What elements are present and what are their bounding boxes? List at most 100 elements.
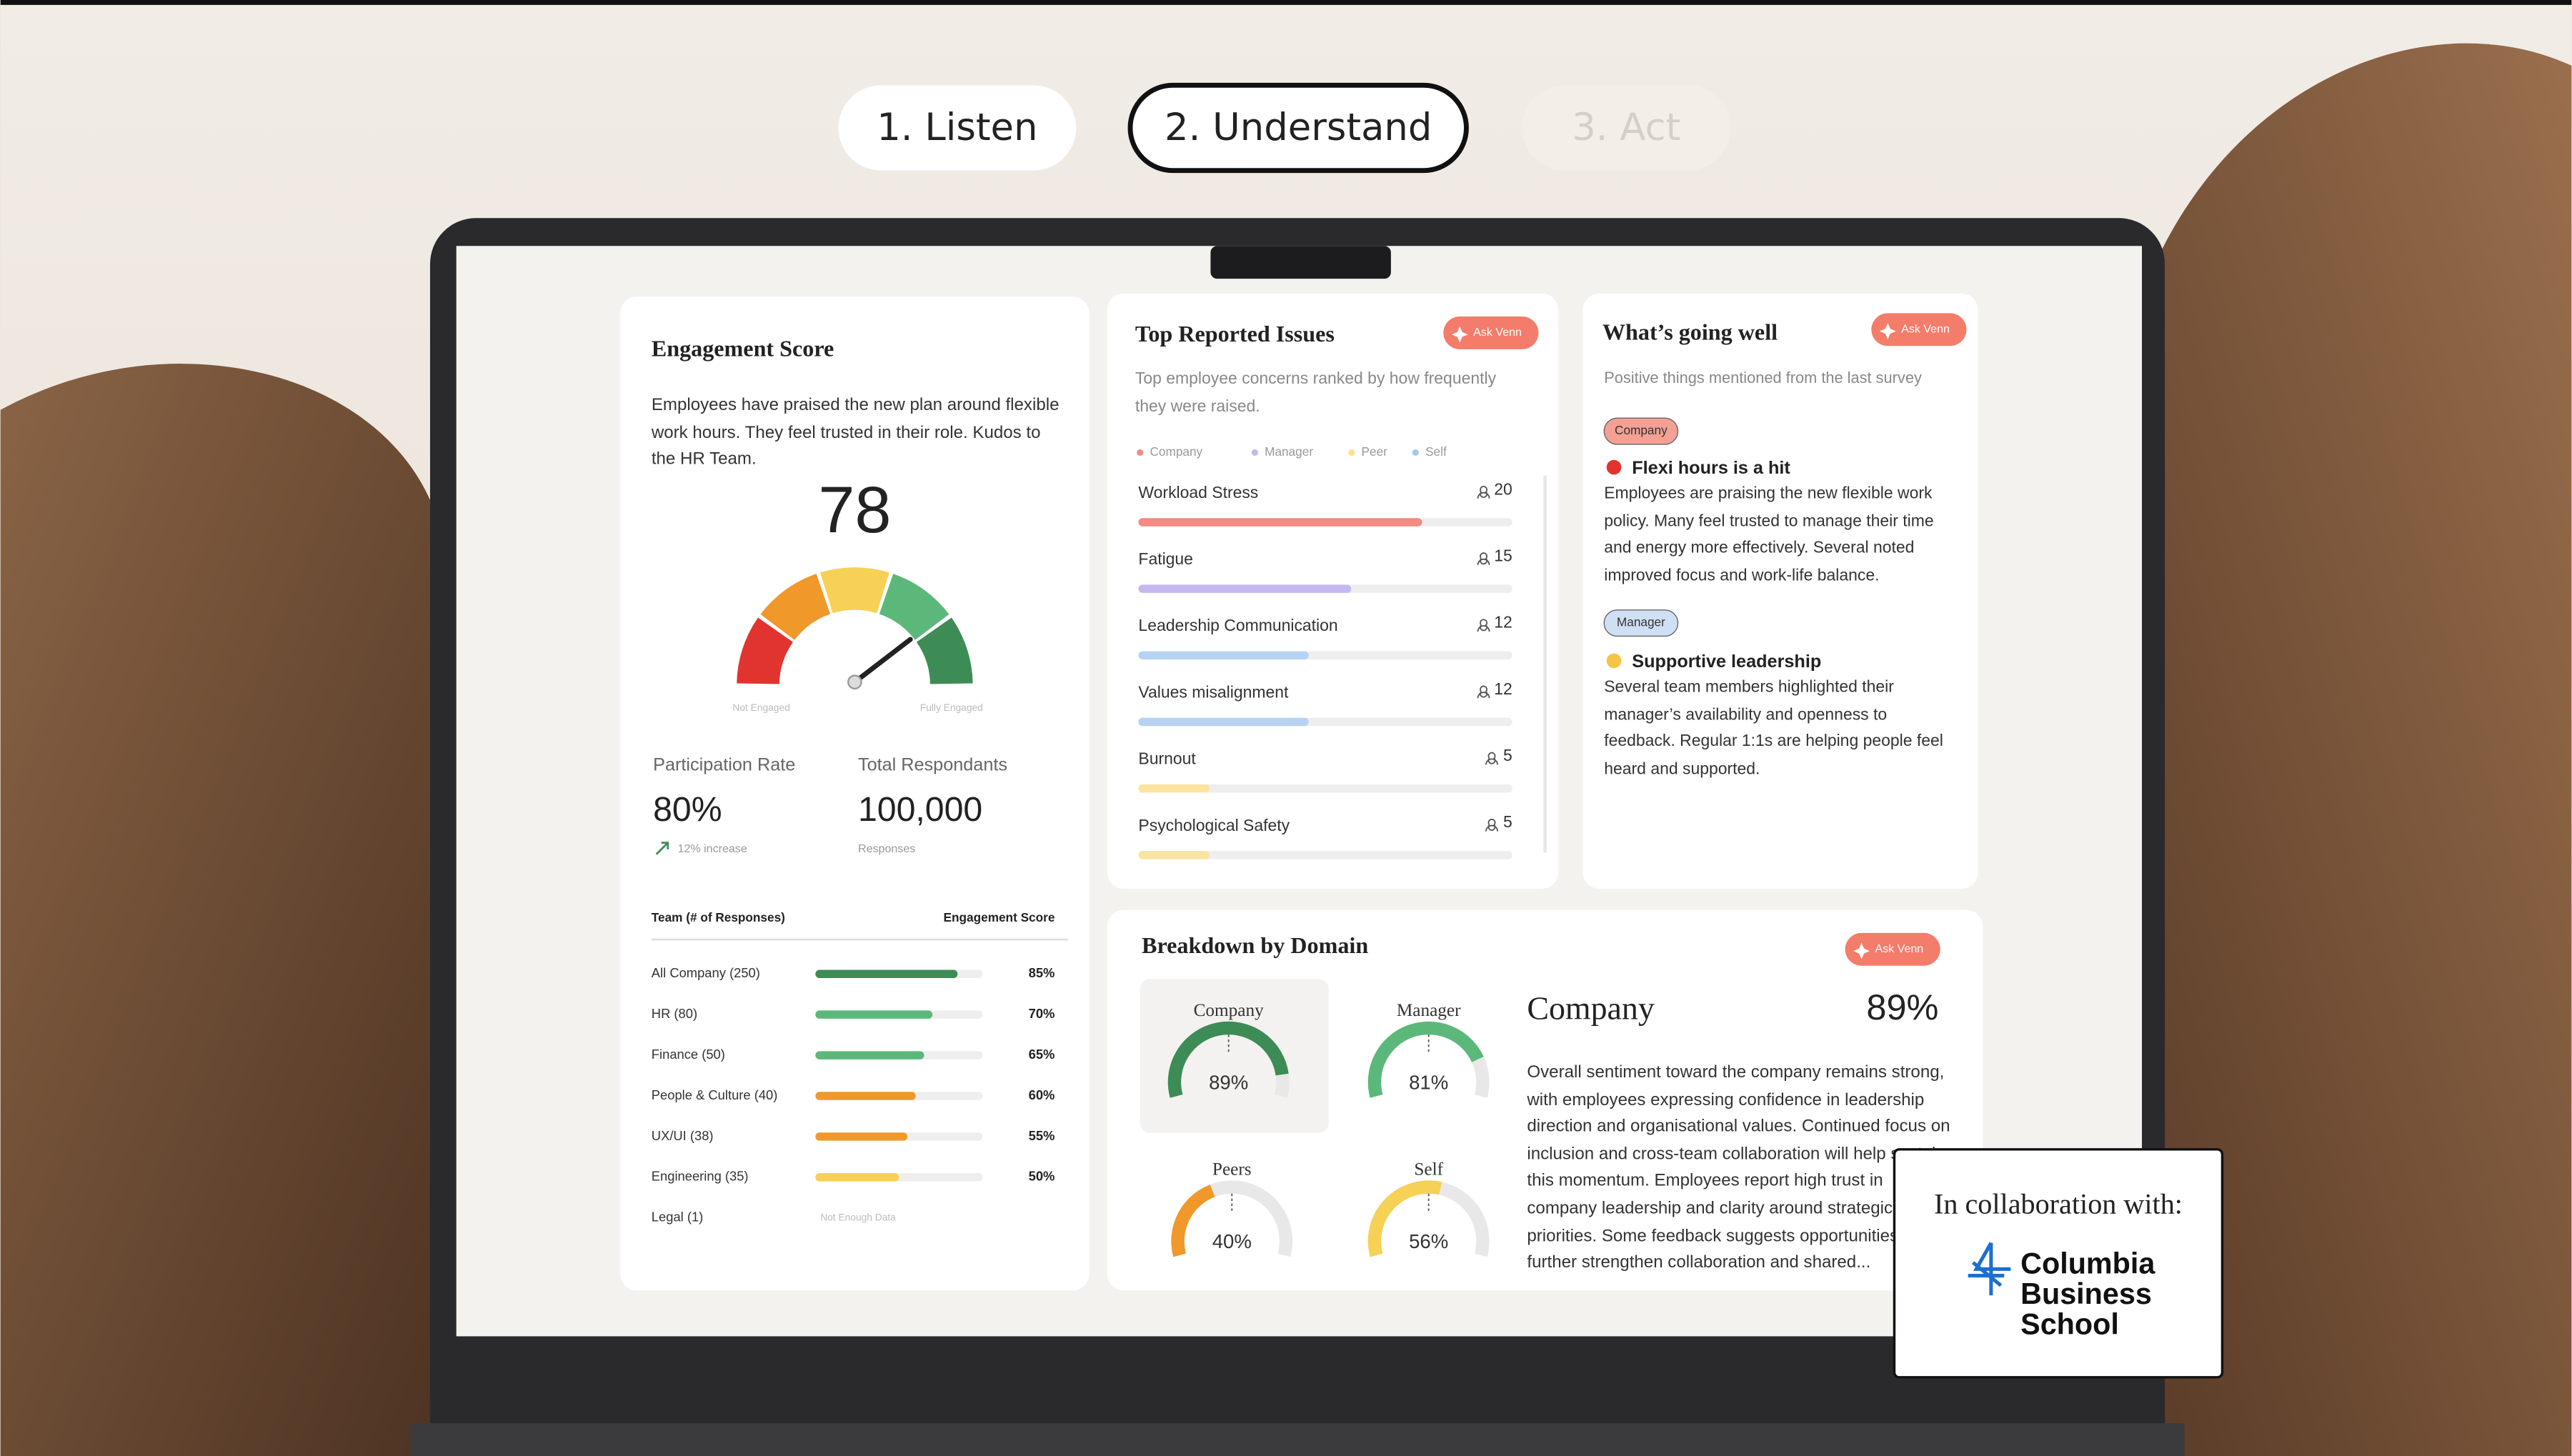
detail-value: 89% bbox=[1866, 987, 1938, 1027]
ask-button-label: Ask Venn bbox=[1875, 942, 1923, 955]
issue-count: 5 bbox=[1503, 812, 1512, 831]
score-bar bbox=[815, 1051, 924, 1059]
item-title: Supportive leadership bbox=[1632, 652, 1821, 672]
bar-track bbox=[1138, 784, 1512, 793]
issue-count: 5 bbox=[1503, 746, 1512, 764]
card-description-box: Employees have praised the new plan arou… bbox=[651, 395, 1060, 469]
item-icon bbox=[1606, 459, 1622, 475]
logo-text: School bbox=[2020, 1308, 2119, 1341]
stat-value: 80% bbox=[653, 790, 722, 829]
card-subtitle-box: Top employee concerns ranked by how freq… bbox=[1135, 370, 1497, 416]
right-shape bbox=[2148, 43, 2572, 1456]
score-bar bbox=[815, 969, 958, 978]
legend-label: Self bbox=[1425, 444, 1447, 459]
team-name: HR (80) bbox=[652, 1006, 697, 1021]
legend-dot bbox=[1348, 449, 1355, 457]
tab-pill[interactable] bbox=[1522, 85, 1730, 171]
score-bar bbox=[815, 1010, 933, 1019]
gauge-min-label: Not Engaged bbox=[732, 702, 789, 713]
item-icon bbox=[1606, 653, 1622, 669]
tab-label: 3. Act bbox=[1572, 106, 1680, 149]
item-title: Flexi hours is a hit bbox=[1632, 458, 1790, 478]
people-icon bbox=[1485, 752, 1498, 765]
legend-dot bbox=[1412, 449, 1419, 457]
card-title: Breakdown by Domain bbox=[1142, 932, 1368, 958]
team-name: UX/UI (38) bbox=[652, 1128, 714, 1143]
tag-pill bbox=[1603, 609, 1679, 637]
score-label: 50% bbox=[1029, 1169, 1055, 1184]
domain-name: Company bbox=[1194, 1001, 1265, 1020]
issue-bar bbox=[1138, 717, 1309, 727]
people-icon bbox=[1477, 552, 1490, 565]
domain-gauge bbox=[1167, 1021, 1289, 1098]
tag-label: Manager bbox=[1617, 615, 1665, 629]
issue-name: Leadership Communication bbox=[1138, 616, 1337, 634]
score-bar bbox=[815, 1173, 899, 1182]
issue-name: Values misalignment bbox=[1138, 682, 1289, 701]
domain-name: Manager bbox=[1397, 1001, 1461, 1020]
card-description: Employees have praised the new plan arou… bbox=[651, 395, 1060, 469]
domain-gauge bbox=[1171, 1185, 1215, 1257]
legend-dot bbox=[1251, 449, 1258, 457]
card-subtitle: Top employee concerns ranked by how freq… bbox=[1135, 370, 1497, 416]
tab-label: 2. Understand bbox=[1165, 106, 1432, 149]
domain-value: 89% bbox=[1209, 1071, 1248, 1093]
team-name: People & Culture (40) bbox=[652, 1087, 778, 1102]
detail-title: Company bbox=[1527, 990, 1655, 1027]
ask-button[interactable] bbox=[1871, 313, 1967, 346]
score-label: 85% bbox=[1029, 965, 1055, 980]
issue-bar bbox=[1138, 851, 1210, 859]
no-data-note: Not Enough Data bbox=[820, 1212, 896, 1222]
sparkle-icon bbox=[1451, 326, 1468, 343]
logo-text: Business bbox=[2020, 1277, 2152, 1310]
issue-count: 12 bbox=[1494, 679, 1512, 698]
detail-text: Overall sentiment toward the company rem… bbox=[1527, 1062, 1950, 1273]
stat-label: Total Respondants bbox=[858, 754, 1007, 774]
card-subtitle: Positive things mentioned from the last … bbox=[1604, 369, 1922, 387]
score-label: 70% bbox=[1029, 1006, 1055, 1021]
people-icon bbox=[1477, 685, 1490, 699]
ask-button-label: Ask Venn bbox=[1901, 323, 1950, 336]
ask-button[interactable] bbox=[1845, 932, 1940, 966]
domain-value: 56% bbox=[1409, 1230, 1448, 1252]
score-label: 65% bbox=[1029, 1047, 1055, 1062]
tab-pill[interactable] bbox=[838, 85, 1077, 171]
gauge-segment bbox=[879, 574, 949, 640]
stat-note: Responses bbox=[858, 842, 915, 855]
collab-label: In collaboration with: bbox=[1934, 1187, 2183, 1220]
issue-count: 15 bbox=[1494, 546, 1512, 564]
left-shape bbox=[0, 364, 444, 1456]
gauge-segment bbox=[916, 617, 973, 684]
bar-track bbox=[1138, 851, 1512, 859]
team-name: All Company (250) bbox=[652, 965, 760, 980]
issue-bar bbox=[1138, 651, 1309, 660]
item-text: Employees are praising the new flexible … bbox=[1604, 485, 1934, 585]
table-header: Engagement Score bbox=[944, 910, 1055, 924]
gauge-segment bbox=[760, 574, 831, 640]
gauge-segment bbox=[820, 567, 889, 614]
item-text: Several team members highlighted their m… bbox=[1604, 679, 1943, 778]
logo-mark bbox=[1968, 1242, 2011, 1296]
card-title: Top Reported Issues bbox=[1135, 321, 1335, 346]
issue-name: Burnout bbox=[1138, 749, 1196, 768]
team-name: Engineering (35) bbox=[652, 1169, 749, 1184]
tab-pill[interactable] bbox=[1127, 82, 1469, 174]
gauge-needle bbox=[852, 637, 913, 685]
needle-hub bbox=[847, 674, 862, 690]
score-value: 78 bbox=[818, 474, 891, 547]
domain-value: 81% bbox=[1409, 1071, 1448, 1093]
score-label: 55% bbox=[1029, 1128, 1055, 1143]
overlay: In collaboration with: ColumbiaBusinessSc… bbox=[1893, 1148, 2224, 1379]
logo-text: Columbia bbox=[2020, 1247, 2155, 1280]
tag-label: Company bbox=[1615, 423, 1668, 437]
issue-name: Fatigue bbox=[1138, 549, 1193, 568]
legend-dot bbox=[1137, 449, 1144, 457]
table-header: Team (# of Responses) bbox=[652, 910, 785, 924]
camera-notch bbox=[1210, 246, 1391, 279]
item-text-box: Several team members highlighted their m… bbox=[1604, 679, 1943, 778]
ask-button[interactable] bbox=[1443, 316, 1539, 349]
card-title: What’s going well bbox=[1602, 319, 1778, 345]
gauge-max-label: Fully Engaged bbox=[920, 702, 983, 713]
issue-name: Psychological Safety bbox=[1138, 816, 1290, 834]
